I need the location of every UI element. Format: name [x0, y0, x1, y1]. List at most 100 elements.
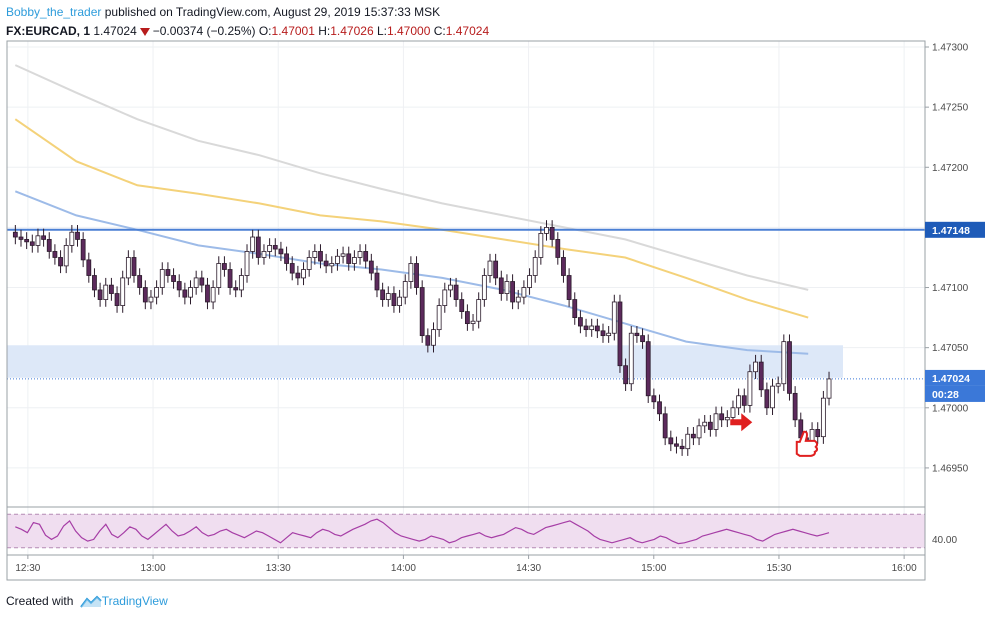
candle-body	[436, 305, 442, 331]
candle-body	[736, 395, 742, 409]
candle-body	[109, 284, 114, 294]
candle-body	[75, 231, 80, 240]
candle-body	[301, 269, 306, 279]
candle-body	[527, 275, 532, 288]
last-price-tag: 1.47024	[932, 373, 970, 385]
candle-body	[385, 293, 391, 300]
time-tick-label: 12:30	[15, 563, 40, 574]
time-axis[interactable]: 12:30 13:00 13:30 14:00 14:30 15:00 15:30 16:00	[15, 555, 917, 574]
candle-body	[481, 275, 487, 300]
candle-body	[606, 332, 612, 337]
candle-body	[640, 335, 645, 343]
candle-body	[171, 275, 176, 282]
candle-body	[702, 421, 708, 427]
candle-body	[193, 277, 199, 288]
candle-body	[572, 299, 578, 318]
candle-body	[335, 255, 340, 264]
price-tick-label: 1.47300	[932, 43, 969, 54]
candle-body	[696, 425, 702, 439]
candle-body	[504, 281, 510, 294]
candle-body	[532, 257, 538, 276]
candle-body	[142, 287, 148, 303]
candle-body	[775, 383, 781, 387]
candle-body	[657, 401, 662, 415]
candle-body	[566, 275, 572, 300]
candle-body	[329, 263, 335, 267]
rsi-level-label: 40.00	[932, 535, 957, 546]
candle-body	[176, 281, 182, 291]
high-value: 1.47026	[330, 24, 374, 38]
moving-averages	[14, 64, 809, 355]
candle-body	[380, 289, 386, 300]
candle-body	[255, 236, 261, 258]
candle-body	[374, 272, 380, 291]
candle-body	[199, 277, 205, 286]
candle-body	[753, 361, 758, 373]
candle-body	[205, 284, 210, 303]
candle-body	[12, 231, 18, 238]
candle-body	[46, 239, 52, 252]
candle-body	[357, 251, 363, 258]
candle-body	[555, 239, 561, 258]
candle-body	[623, 365, 629, 385]
resistance-price-tag: 1.47148	[932, 225, 970, 237]
candle-body	[289, 263, 295, 274]
candle-body	[589, 325, 595, 331]
candle-body	[487, 260, 493, 276]
candle-body	[470, 320, 476, 325]
candles	[12, 220, 832, 456]
low-label: L:	[376, 24, 387, 38]
countdown-tag: 00:28	[932, 389, 959, 401]
candle-body	[448, 284, 453, 291]
candle-body	[651, 395, 657, 403]
candle-body	[521, 287, 527, 298]
right-arrow-icon[interactable]	[730, 413, 753, 432]
candle-body	[159, 269, 165, 288]
candle-body	[391, 293, 397, 306]
candle-body	[498, 277, 504, 294]
candle-body	[103, 284, 109, 300]
time-tick-label: 13:00	[141, 563, 166, 574]
candle-body	[617, 301, 623, 367]
price-axis[interactable]: 1.473001.472501.472001.471501.471001.470…	[925, 43, 985, 546]
candle-body	[137, 275, 143, 288]
candle-body	[278, 248, 284, 255]
candle-body	[538, 233, 544, 258]
candle-body	[233, 287, 239, 291]
candle-body	[459, 299, 465, 312]
author-link[interactable]: Bobby_the_trader	[6, 5, 102, 19]
candle-body	[442, 289, 448, 306]
tradingview-link[interactable]: TradingView	[101, 594, 168, 608]
thumbs-up-icon[interactable]	[795, 430, 819, 457]
candle-body	[645, 341, 651, 397]
candle-body	[295, 272, 301, 279]
price-tick-label: 1.47000	[932, 403, 969, 414]
candle-body	[86, 259, 92, 276]
symbol-label[interactable]: FX:EURCAD, 1	[6, 24, 91, 38]
candle-body	[510, 281, 515, 303]
candle-body	[634, 332, 640, 337]
down-triangle-icon	[139, 27, 150, 36]
resistance-price-tag-bg	[925, 221, 985, 238]
open-label: O:	[258, 24, 272, 38]
candle-body	[210, 287, 216, 303]
open-value: 1.47001	[271, 24, 315, 38]
candle-body	[628, 332, 634, 385]
candle-body	[453, 284, 459, 300]
candle-body	[323, 260, 329, 267]
candle-body	[69, 231, 75, 246]
candle-body	[80, 239, 86, 261]
time-tick-label: 14:30	[516, 563, 541, 574]
candle-body	[272, 245, 278, 250]
candle-body	[685, 433, 691, 450]
candle-body	[267, 245, 273, 252]
candle-body	[408, 263, 414, 282]
candle-body	[346, 253, 352, 264]
candle-body	[425, 335, 431, 346]
candle-body	[815, 429, 821, 438]
support-zone[interactable]	[7, 345, 843, 378]
candle-body	[368, 260, 374, 274]
price-tick-label: 1.47100	[932, 283, 969, 294]
candle-body	[820, 397, 826, 438]
